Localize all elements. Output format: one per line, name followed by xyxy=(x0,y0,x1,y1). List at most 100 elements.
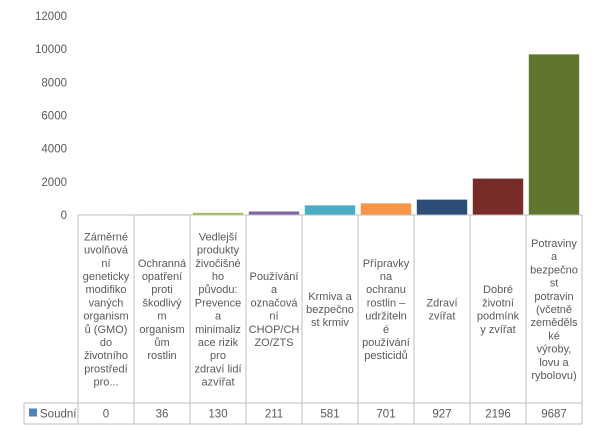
category-label-line: Dobré xyxy=(483,284,513,296)
category-label-line: Přípravky xyxy=(363,258,410,270)
data-table-value: 0 xyxy=(103,409,109,421)
category-label-line: é xyxy=(383,324,389,336)
category-label-line: výroby, xyxy=(537,344,572,356)
bar xyxy=(192,212,244,215)
category-label-line: pro xyxy=(210,350,226,362)
category-label-line: Záměrné xyxy=(84,231,128,243)
data-table-value: 36 xyxy=(156,409,169,421)
category-label-line: minimaliz xyxy=(195,324,241,336)
category-label-line: m xyxy=(157,311,166,323)
bar xyxy=(416,199,468,215)
category-label: Vedlejší produkty živočišné ho původu: Preven… xyxy=(194,231,241,388)
category-label-line: Potraviny xyxy=(531,238,577,250)
category-label-line: a xyxy=(271,284,278,296)
bar xyxy=(304,205,356,215)
category-label-line: ní xyxy=(101,258,110,270)
legend-key xyxy=(29,408,37,417)
category-label-line: Prevence xyxy=(195,297,241,309)
category-label-line: (včetně xyxy=(536,304,572,316)
category-label-line: ům xyxy=(154,337,169,349)
category-label-line: zvířat xyxy=(429,311,456,323)
data-table-value: 701 xyxy=(376,409,395,421)
category-label-line: pro... xyxy=(93,377,118,389)
category-label-line: geneticky xyxy=(83,271,130,283)
category-label: Dobré životní podmínk y zvířat xyxy=(477,284,520,336)
category-label: Používání a označová ní CHOP/CH ZO/ZTS xyxy=(249,271,300,349)
category-label: Krmiva a bezpečno st krmiv xyxy=(306,291,354,329)
category-label-line: st krmiv xyxy=(311,317,349,329)
category-label-line: rostlin xyxy=(147,350,176,362)
category-label-line: rybolovu) xyxy=(531,370,576,382)
category-label-line: lovu a xyxy=(539,357,569,369)
category-label-line: Ochranná xyxy=(138,258,187,270)
category-label: Záměrné uvolňová ní geneticky modifiko vaných… xyxy=(83,231,130,388)
category-label-line: ké xyxy=(548,330,560,342)
category-label-line: organism xyxy=(139,324,184,336)
category-label-line: původu: xyxy=(198,284,237,296)
bar xyxy=(472,178,524,215)
category-label-line: zeměděls xyxy=(530,317,578,329)
category-label-line: ace rizik xyxy=(198,337,239,349)
y-tick-label: 8000 xyxy=(41,77,67,89)
bar xyxy=(248,211,300,215)
y-tick-label: 2000 xyxy=(41,177,67,189)
category-label-line: udržiteln xyxy=(365,311,407,323)
y-tick-label: 12000 xyxy=(35,11,67,23)
category-label-line: organism xyxy=(83,311,128,323)
category-label-line: ho xyxy=(212,271,224,283)
category-label-line: vaných xyxy=(89,297,124,309)
category-label-line: zdraví lidí xyxy=(194,363,241,375)
category-label-line: ní xyxy=(269,311,278,323)
data-table-value: 927 xyxy=(432,409,451,421)
category-label-line: modifiko xyxy=(86,284,127,296)
category-label-line: Vedlejší xyxy=(199,231,238,243)
category-label-line: opatření xyxy=(142,271,182,283)
category-label: Potraviny a bezpečno st potravin (včetně zeměd… xyxy=(530,238,578,382)
legend-label: Soudní xyxy=(40,409,77,421)
category-label-line: označová xyxy=(250,297,298,309)
category-label-line: životní xyxy=(482,297,514,309)
category-label-line: bezpečno xyxy=(530,264,578,276)
y-tick-label: 10000 xyxy=(35,44,67,56)
category-label-line: produkty xyxy=(197,245,240,257)
category-label-line: životního xyxy=(84,350,128,362)
bar xyxy=(528,54,580,215)
category-label-line: a xyxy=(551,251,558,263)
category-label-line: na xyxy=(380,271,393,283)
y-tick-label: 4000 xyxy=(41,144,67,156)
category-label-line: Krmiva a xyxy=(308,291,352,303)
category-label-line: a xyxy=(215,311,222,323)
category-label-line: y zvířat xyxy=(480,324,515,336)
category-label-line: st xyxy=(550,278,559,290)
category-label-line: ů (GMO) xyxy=(85,324,128,336)
data-table-value: 130 xyxy=(208,409,227,421)
y-tick-label: 0 xyxy=(61,210,67,222)
category-label-line: CHOP/CH xyxy=(249,324,300,336)
category-label-line: prostředí xyxy=(84,363,127,375)
category-label-line: používání xyxy=(362,337,410,349)
category-label: Ochranná opatření proti škodlivý m organism ům… xyxy=(138,258,187,362)
data-table-value: 581 xyxy=(320,409,339,421)
category-label-line: do xyxy=(100,337,112,349)
category-label-line: podmínk xyxy=(477,311,520,323)
category-label-line: živočišné xyxy=(195,258,240,270)
data-table-value: 9687 xyxy=(541,409,567,421)
bar xyxy=(360,203,412,215)
category-label-line: azvířat xyxy=(201,377,234,389)
data-table-value: 211 xyxy=(265,409,283,421)
category-label: Přípravky na ochranu rostlin – udržiteln é pou… xyxy=(362,258,410,362)
category-label-line: rostlin – xyxy=(367,297,406,309)
category-label-line: Používání xyxy=(250,271,299,283)
y-tick-label: 6000 xyxy=(41,111,67,123)
category-label-line: ochranu xyxy=(366,284,406,296)
category-label-line: potravin xyxy=(534,291,573,303)
category-label-line: uvolňová xyxy=(84,245,129,257)
category-label-line: pesticidů xyxy=(364,350,407,362)
category-label-line: ZO/ZTS xyxy=(254,337,293,349)
category-label-line: Zdraví xyxy=(426,297,457,309)
category-label: Zdraví zvířat xyxy=(426,297,457,322)
category-label-line: škodlivý xyxy=(142,297,182,309)
category-label-line: proti xyxy=(151,284,172,296)
